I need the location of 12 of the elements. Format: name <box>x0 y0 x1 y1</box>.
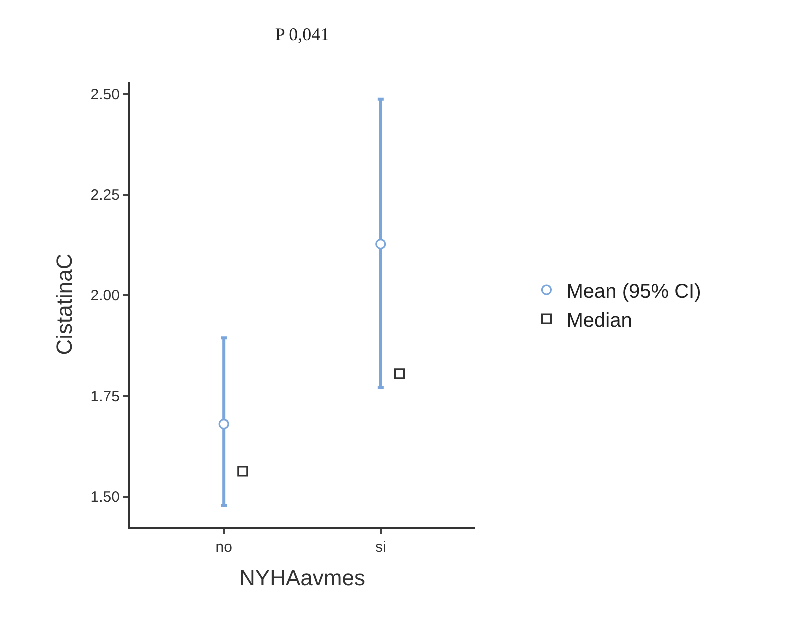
x-tick-label: si <box>375 539 386 556</box>
chart-title: P 0,041 <box>275 24 330 44</box>
y-tick-label: 2.50 <box>90 86 120 104</box>
x-axis-title: NYHAavmes <box>240 565 366 590</box>
legend-label: Mean (95% CI) <box>566 280 702 303</box>
y-tick-label: 1.75 <box>90 388 120 406</box>
y-axis-title: CistatinaC <box>52 254 78 356</box>
legend-label: Median <box>566 310 632 332</box>
x-tick-label: no <box>216 539 232 556</box>
y-tick-label: 2.00 <box>90 288 120 305</box>
y-tick-label: 2.25 <box>90 187 120 204</box>
y-tick-label: 1.50 <box>90 489 120 506</box>
